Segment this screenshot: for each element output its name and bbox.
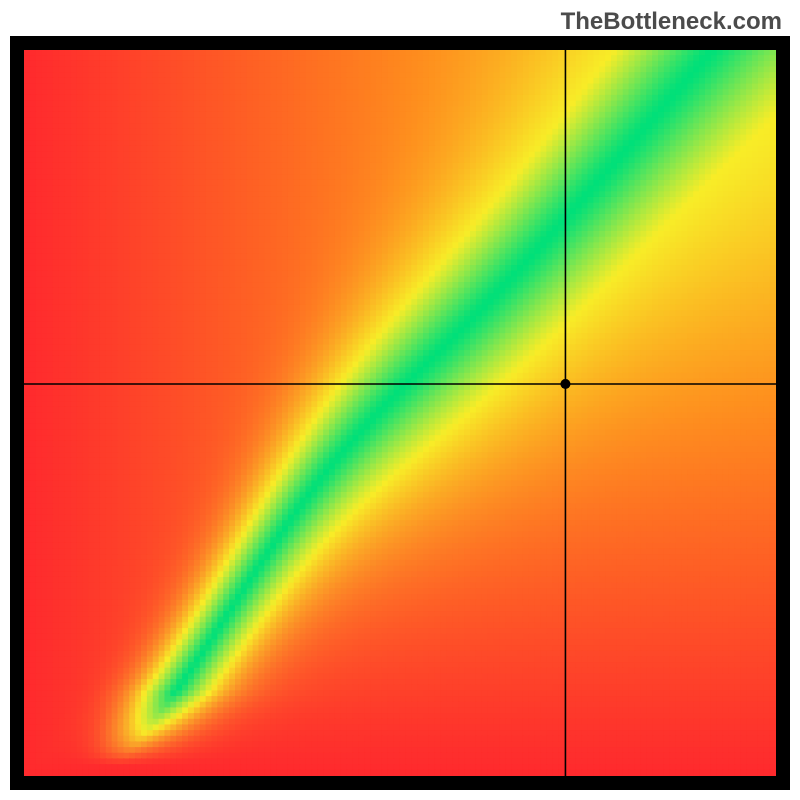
watermark-text: TheBottleneck.com	[561, 8, 782, 36]
heatmap-plot	[10, 36, 790, 790]
heatmap-canvas	[10, 36, 790, 790]
